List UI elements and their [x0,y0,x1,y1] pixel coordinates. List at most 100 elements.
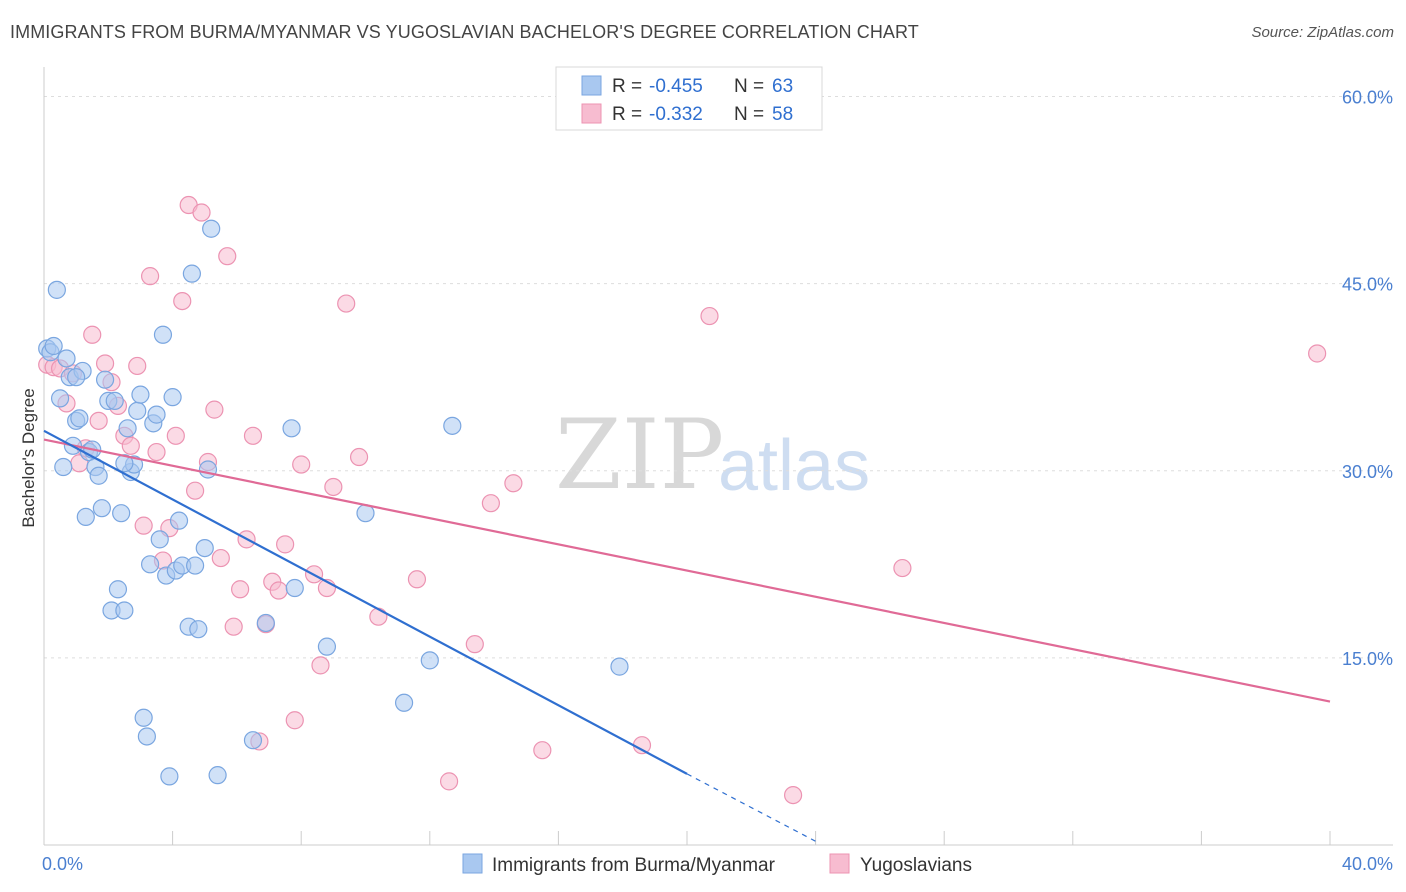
burma-point-30 [134,708,153,727]
burma-point-28 [128,401,147,420]
burma-point-22 [108,580,128,599]
yugoslavians-point-8 [89,411,108,430]
burma-point-24 [115,601,134,620]
burma-point-35 [150,530,169,549]
chart-title: IMMIGRANTS FROM BURMA/MYANMAR VS YUGOSLA… [10,22,919,42]
burma-point-45 [186,556,205,575]
yugoslavians-point-39 [292,455,311,474]
trend-lines [43,429,1331,842]
burma-point-31 [137,727,156,746]
y-tick-label-0: 15.0% [1342,649,1393,669]
burma-point-2 [44,336,63,356]
legend-n-label-2: N = [734,104,764,125]
watermark-zip: ZIP [555,399,724,511]
yugoslavians-trend-line [43,438,1331,703]
burma-point-17 [92,499,111,518]
yugoslavians-point-15 [134,516,153,535]
burma-point-16 [89,466,108,485]
burma-trend-extension [686,773,816,842]
yugoslavians-point-28 [218,247,237,266]
burma-point-57 [394,693,414,712]
yugoslavians-point-44 [337,294,356,313]
yugoslavians-point-52 [533,741,552,760]
burma-point-59 [443,416,462,435]
x-tick-label-1: 40.0% [1342,854,1393,874]
yugoslavians-point-46 [369,607,388,626]
yugoslavians-point-17 [147,442,166,462]
x-tick-labels: 0.0% 40.0% [42,854,1393,874]
burma-point-54 [285,578,304,598]
burma-point-25 [118,419,137,438]
series-legend: Immigrants from Burma/Myanmar Yugoslavia… [462,853,972,876]
burma-point-50 [208,766,227,785]
gridlines [44,96,1393,659]
yugoslavians-point-26 [205,400,224,419]
yugoslavians-point-13 [121,436,140,455]
yugoslavians-point-20 [166,426,185,445]
yugoslavians-point-55 [783,785,803,805]
y-tick-labels: 15.0% 30.0% 45.0% 60.0% [1342,88,1393,669]
bottom-legend-swatch-burma [462,853,483,874]
yugoslavians-point-53 [632,736,652,755]
yugoslavians-point-30 [231,580,250,599]
yugoslavians-point-27 [211,548,230,568]
burma-point-4 [50,389,70,408]
y-axis-title: Bachelor's Degree [19,388,38,527]
burma-point-58 [420,651,439,670]
bottom-legend-swatch-yugoslavians [829,853,850,874]
burma-point-5 [54,457,73,477]
legend-swatch-burma [581,75,602,96]
burma-point-61 [115,454,134,473]
burma-point-41 [169,511,189,530]
yugoslavians-point-29 [224,617,243,636]
burma-point-49 [198,460,218,479]
burma-point-23 [112,504,131,523]
y-tick-label-1: 30.0% [1342,462,1393,482]
burma-point-32 [140,555,160,574]
burma-point-60 [610,657,629,676]
yugoslavians-point-43 [324,477,343,497]
burma-point-62 [67,368,86,387]
yugoslavians-point-48 [439,772,459,791]
yugoslavians-points [38,195,1327,805]
burma-point-12 [76,507,95,527]
burma-point-48 [202,219,221,238]
x-tick-label-0: 0.0% [42,854,83,874]
burma-point-29 [131,385,150,404]
yugoslavians-point-51 [504,474,523,493]
burma-trend-line [43,429,688,775]
stats-legend: R = -0.455 N = 63 R = -0.332 N = 58 [555,66,823,131]
burma-point-36 [153,325,173,344]
watermark-atlas: atlas [718,426,870,506]
yugoslavians-point-24 [192,203,211,222]
yugoslavians-point-45 [349,447,369,467]
burma-point-52 [256,613,275,633]
burma-point-51 [243,731,263,750]
yugoslavians-point-14 [128,356,147,376]
yugoslavians-point-41 [311,656,330,675]
yugoslavians-point-23 [186,481,205,500]
bottom-legend-label-burma: Immigrants from Burma/Myanmar [492,855,776,876]
legend-r-value-1: -0.455 [649,76,703,97]
legend-r-label-2: R = [612,104,642,125]
burma-point-39 [163,388,182,407]
burma-point-6 [57,349,76,368]
yugoslavians-point-16 [140,267,160,286]
burma-point-18 [95,370,115,389]
yugoslavians-point-49 [465,635,484,654]
yugoslavians-point-7 [83,325,102,344]
burma-point-21 [105,391,124,410]
burma-point-38 [160,767,179,786]
yugoslavians-point-50 [481,494,500,513]
yugoslavians-point-36 [269,581,288,600]
watermark: ZIP atlas [555,399,870,511]
burma-point-10 [70,409,89,428]
burma-point-53 [282,419,301,438]
yugoslavians-point-47 [407,570,427,589]
yugoslavians-point-32 [243,426,263,445]
yugoslavians-point-21 [173,291,192,311]
legend-n-label-1: N = [734,76,764,97]
yugoslavians-point-57 [1308,344,1327,363]
source-label: Source: ZipAtlas.com [1251,24,1394,41]
